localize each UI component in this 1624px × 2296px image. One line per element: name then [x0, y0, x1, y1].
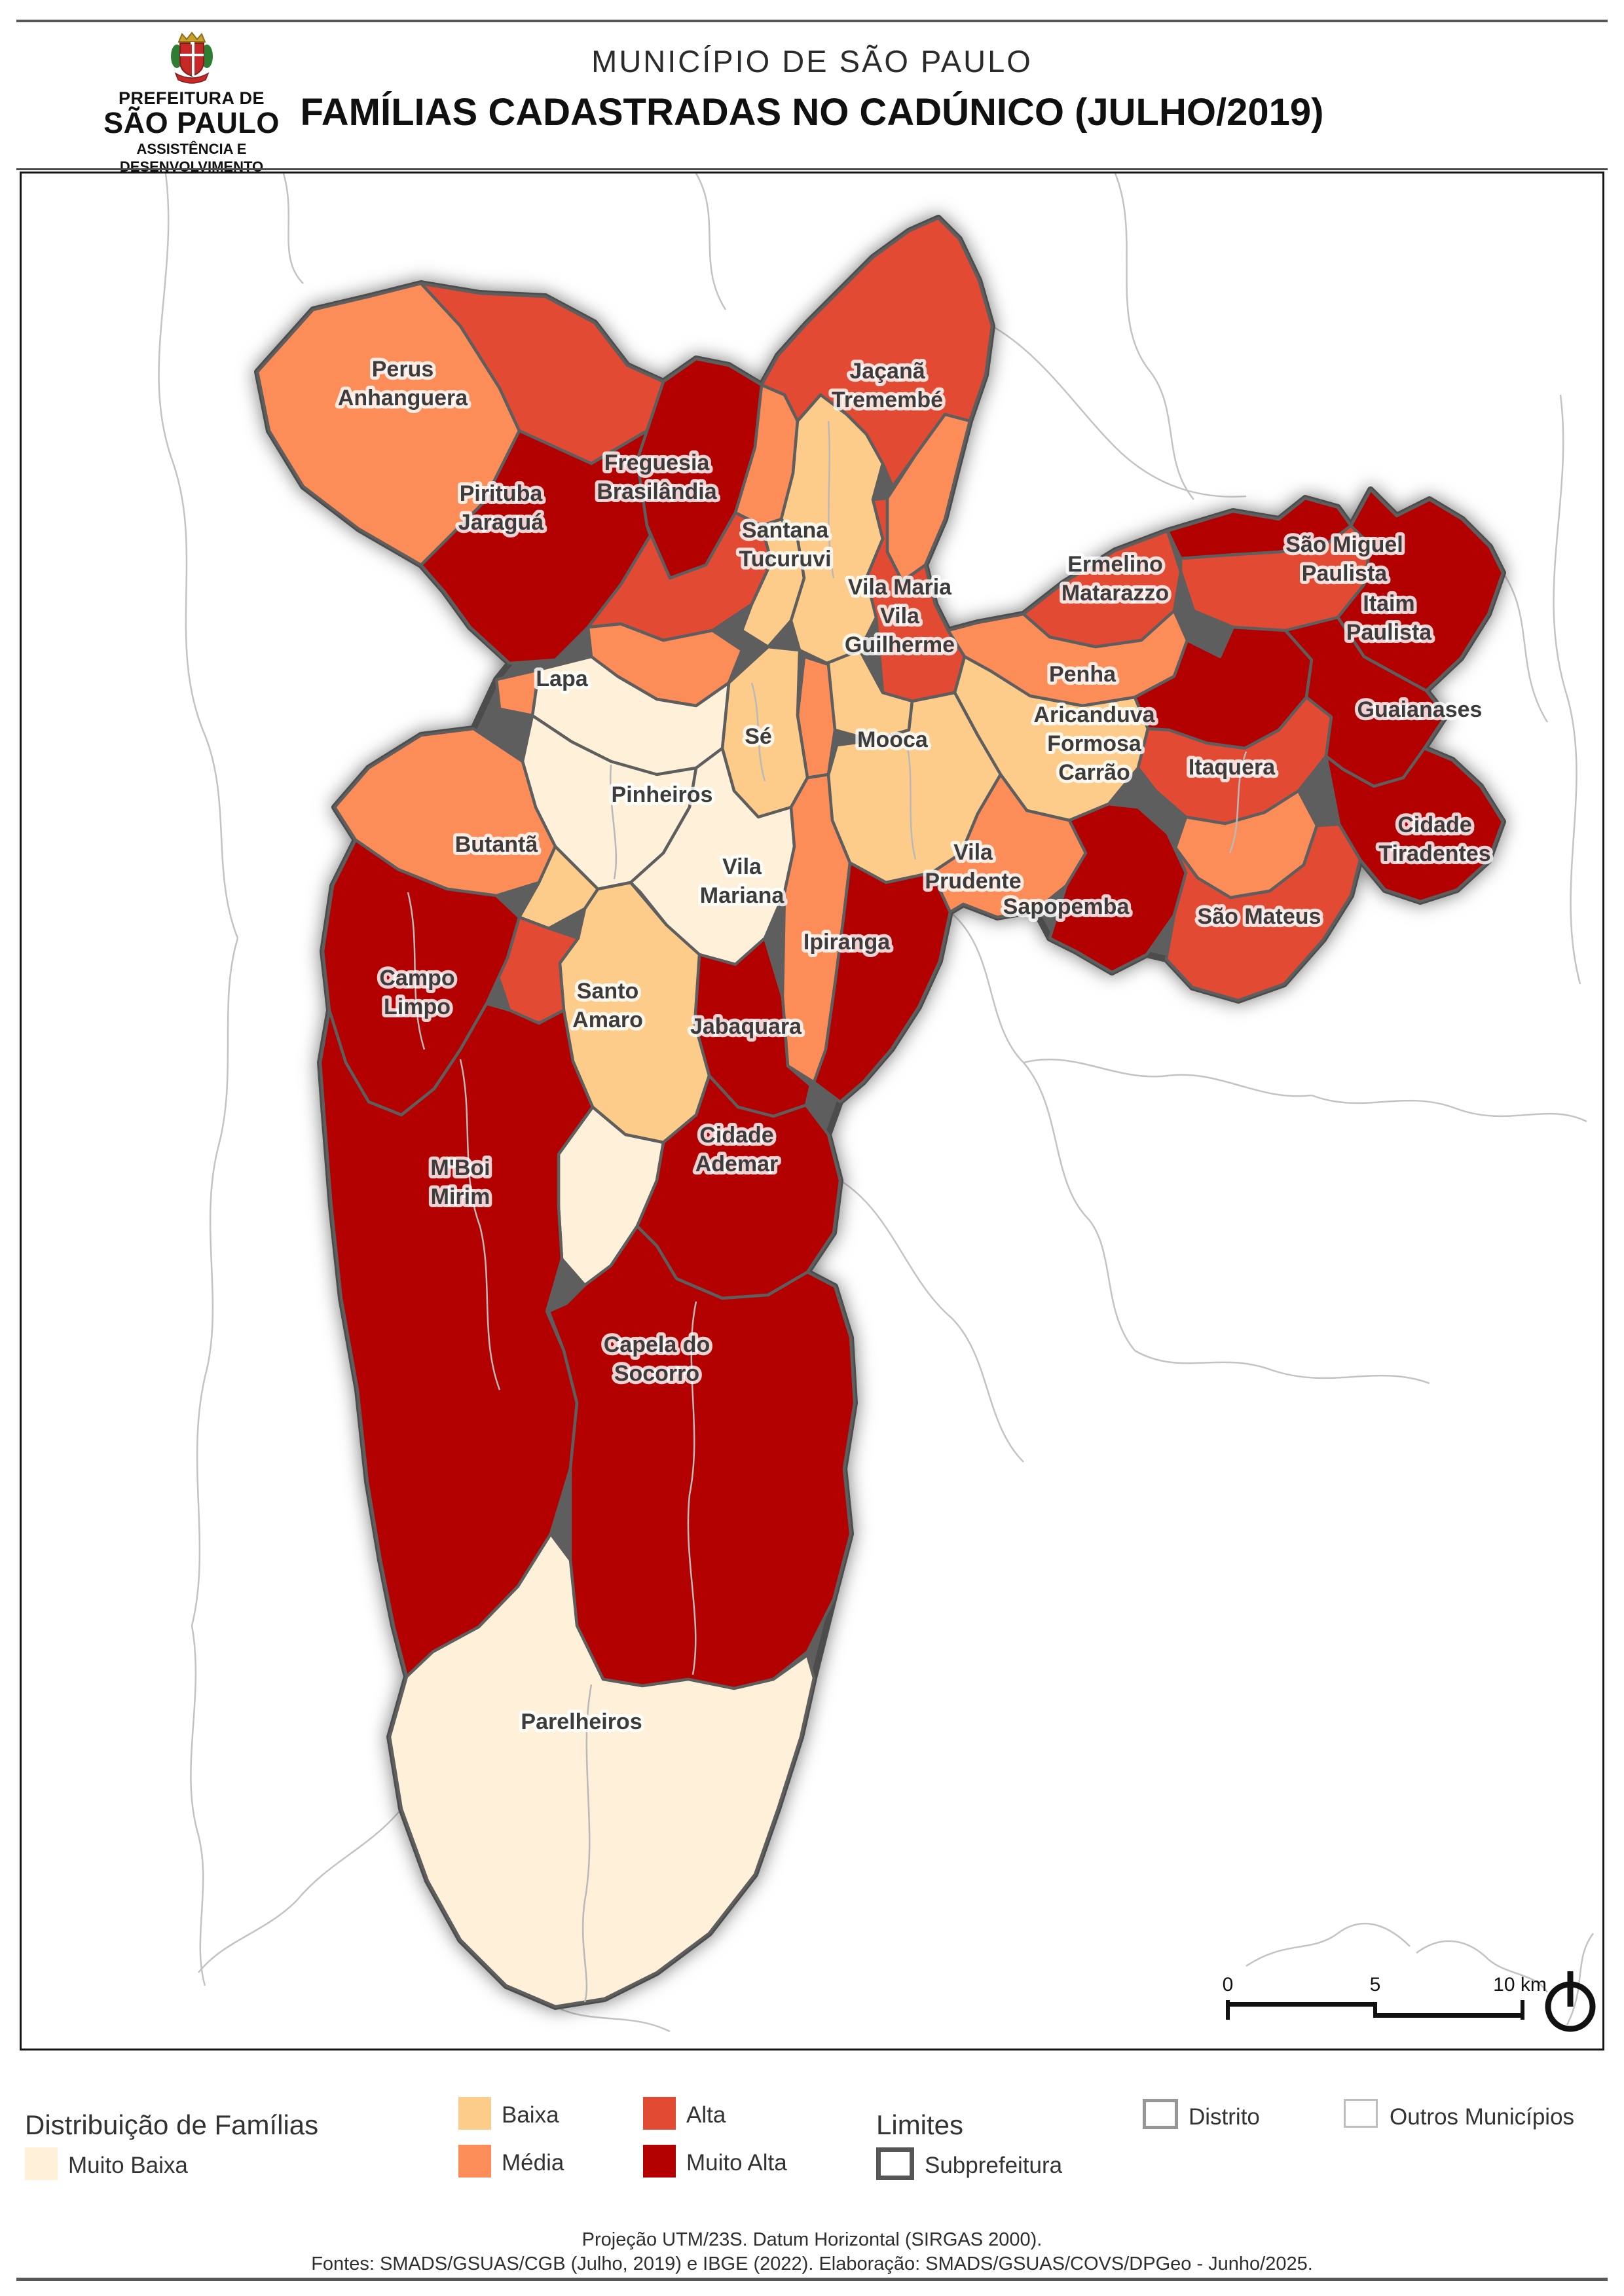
map-label: Butantã: [455, 832, 538, 857]
map-label: Guaianases: [1357, 697, 1483, 722]
map-label: Itaim Paulista: [1346, 591, 1432, 645]
page-subtitle: FAMÍLIAS CADASTRADAS NO CADÚNICO (JULHO/…: [300, 91, 1324, 134]
map-label: Perus Anhanguera: [338, 357, 468, 410]
map-label: Pinheiros: [612, 782, 713, 807]
district-boundaries: [407, 420, 1247, 2003]
region-jaguara: [494, 668, 541, 718]
region-sapopemba: [1048, 802, 1188, 974]
footer-projection: Projeção UTM/23S. Datum Horizontal (SIRG…: [581, 2229, 1043, 2250]
region-cidade-tiradentes: [1324, 746, 1505, 903]
legend-swatch-muito-alta: [643, 2145, 676, 2178]
legend-title: Distribuição de Famílias: [25, 2109, 319, 2140]
map-label: Vila Mariana: [700, 854, 785, 908]
legend-label-alta: Alta: [686, 2102, 726, 2128]
limites-swatch-distrito: [1143, 2099, 1178, 2129]
map-label: São Miguel Paulista: [1285, 532, 1403, 586]
other-municipalities-boundaries: [158, 173, 1595, 2033]
map-label: Santo Amaro: [572, 979, 643, 1032]
legend-swatch-alta: [643, 2097, 676, 2130]
map-label: Aricanduva Formosa Carrão: [1033, 702, 1155, 785]
region-itaim-paulista: [1336, 488, 1505, 693]
map-label: Ermelino Matarazzo: [1061, 552, 1169, 606]
region-jacana-tremembe: [760, 216, 994, 488]
municipality-shape: [254, 215, 1506, 2010]
limites-label-subprefeitura: Subprefeitura: [925, 2153, 1063, 2178]
page-title: MUNICÍPIO DE SÃO PAULO: [591, 44, 1033, 79]
map-label: Freguesia Brasilândia: [597, 450, 717, 504]
org-name-line1: PREFEITURA DE: [118, 88, 265, 108]
legend-label-muito-alta: Muito Alta: [686, 2150, 787, 2176]
map-label: Itaquera: [1189, 755, 1276, 780]
map-label: Cidade Ademar: [695, 1123, 779, 1176]
map-label: Parelheiros: [521, 1709, 642, 1734]
map-label: Capela do Socorro: [604, 1332, 710, 1386]
map-panel: Perus Anhanguera Pirituba Jaraguá Freguesia B…: [20, 172, 1604, 2050]
prefeitura-crest-icon: [170, 31, 213, 84]
bottom-divider: [16, 2278, 1608, 2281]
legend-swatch-muito-baixa: [25, 2147, 58, 2180]
map-label: São Mateus: [1198, 904, 1321, 929]
org-dept-line1: ASSISTÊNCIA E: [136, 140, 247, 157]
region-freguesia-do-o: [586, 511, 773, 642]
map-label: Sé: [745, 724, 772, 749]
map-label: Jabaquara: [690, 1014, 802, 1039]
limites-swatch-subprefeitura: [876, 2147, 914, 2180]
legend-swatch-baixa: [458, 2097, 491, 2130]
map-label: Lapa: [536, 666, 588, 691]
map-label: Jaçanã Tremembé: [832, 359, 943, 412]
top-divider: [16, 20, 1608, 22]
scale-tick-0: 0: [1223, 1974, 1234, 1995]
legend-label-muito-baixa: Muito Baixa: [68, 2153, 188, 2178]
map-label: Vila Prudente: [925, 840, 1021, 894]
org-name-line2: SÃO PAULO: [103, 106, 280, 140]
map-label: M'Boi Mirim: [430, 1156, 490, 1209]
map-label: Pirituba Jaraguá: [458, 481, 544, 535]
region-sao-mateus: [1164, 822, 1362, 1002]
map-label: Santana Tucuruvi: [739, 518, 831, 572]
limites-label-outros-municipios: Outros Municípios: [1390, 2104, 1575, 2130]
limites-label-distrito: Distrito: [1189, 2104, 1260, 2130]
map-label: Penha: [1049, 662, 1116, 687]
map-label: Sapopemba: [1003, 894, 1130, 919]
scale-bar: 0 5 10 km: [1223, 1974, 1547, 2020]
scale-tick-10km: 10 km: [1493, 1974, 1547, 1995]
scale-tick-5: 5: [1370, 1974, 1381, 1995]
footer-sources: Fontes: SMADS/GSUAS/CGB (Julho, 2019) e …: [311, 2253, 1313, 2274]
map-labels: Perus Anhanguera Pirituba Jaraguá Freguesia B…: [335, 354, 1494, 1738]
region-parelheiros: [388, 1532, 816, 2009]
region-capela-do-socorro: [547, 1224, 857, 1690]
map-label: Cidade Tiradentes: [1378, 812, 1490, 866]
sao-paulo-choropleth-map: Perus Anhanguera Pirituba Jaraguá Freguesia B…: [158, 173, 1596, 2033]
legend-swatch-media: [458, 2145, 491, 2178]
map-label: Ipiranga: [803, 930, 891, 955]
map-label: Mooca: [857, 727, 929, 752]
north-arrow-icon: [1545, 1971, 1596, 2032]
limites-swatch-outros-municipios: [1344, 2099, 1378, 2128]
map-label: Campo Limpo: [379, 966, 454, 1019]
limites-title: Limites: [876, 2109, 964, 2140]
map-label: Vila Maria Vila Guilherme: [845, 575, 955, 657]
legend-label-media: Média: [502, 2150, 564, 2176]
legend-label-baixa: Baixa: [502, 2102, 559, 2128]
header-divider: [16, 168, 1608, 170]
